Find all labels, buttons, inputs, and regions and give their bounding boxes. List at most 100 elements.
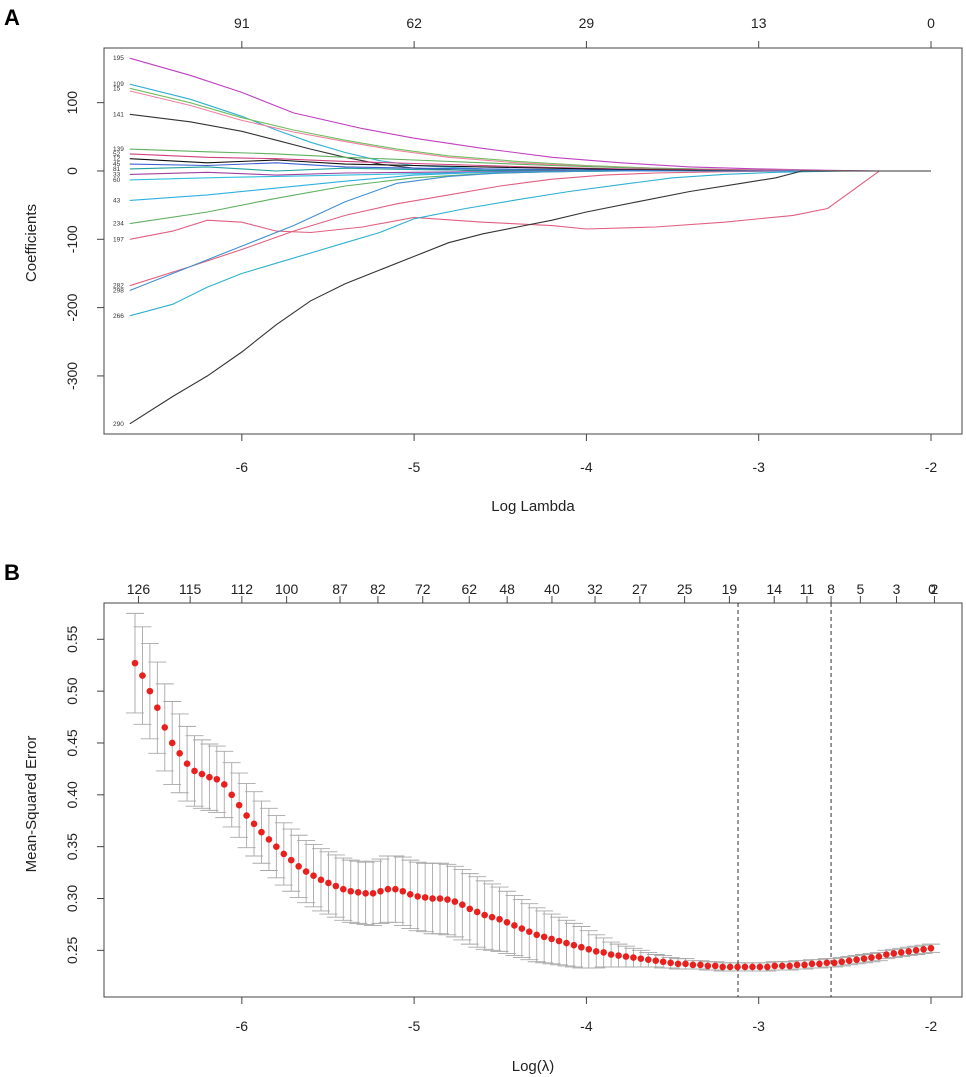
mse-points — [131, 659, 935, 971]
mse-point — [235, 801, 243, 809]
top-tick-label: 32 — [587, 581, 603, 597]
x-axis-a: -6 -5 -4 -3 -2 — [236, 434, 937, 475]
mse-point — [265, 836, 273, 843]
mse-point — [801, 961, 808, 969]
mse-point — [563, 939, 570, 947]
top-tick-label: 91 — [234, 15, 250, 31]
mse-point — [890, 950, 898, 957]
mse-point — [414, 893, 421, 900]
mse-point — [808, 960, 816, 968]
mse-point — [823, 959, 831, 967]
mse-point — [399, 887, 407, 895]
mse-point — [280, 850, 288, 858]
mse-point — [585, 946, 593, 953]
coef-path-290 — [129, 170, 931, 425]
mse-point — [548, 935, 555, 943]
panel-b-label: B — [4, 560, 20, 585]
mse-point — [704, 962, 712, 970]
y-axis-title-b: Mean-Squared Error — [23, 736, 40, 873]
variable-label: 195 — [113, 55, 124, 62]
top-tick-label: 19 — [722, 581, 738, 597]
mse-point — [503, 919, 511, 926]
y-tick-label: 0 — [64, 167, 80, 175]
mse-point — [570, 941, 578, 949]
top-tick-label: 72 — [415, 581, 431, 597]
mse-point — [228, 791, 236, 799]
top-tick-label: 3 — [893, 581, 901, 597]
y-axis-a: 100 0 -100 -200 -300 — [64, 91, 104, 390]
mse-point — [384, 885, 392, 893]
variable-label: 298 — [113, 288, 124, 295]
variable-label: 12 — [113, 156, 121, 163]
mse-point — [927, 944, 935, 952]
top-tick-label: 100 — [275, 581, 299, 597]
mse-point — [912, 947, 920, 954]
y-tick-label: 0.40 — [64, 781, 80, 808]
mse-point — [816, 960, 823, 968]
mse-point — [473, 908, 481, 916]
mse-point — [674, 960, 682, 968]
mse-point — [667, 959, 674, 967]
y-tick-label: -100 — [64, 225, 80, 253]
variable-label: 109 — [113, 81, 124, 88]
mse-point — [711, 962, 719, 970]
mse-point — [525, 928, 533, 935]
mse-point — [868, 954, 875, 961]
variable-label: 141 — [113, 111, 124, 118]
mse-point — [154, 704, 161, 712]
mse-point — [183, 760, 191, 768]
mse-point — [206, 773, 213, 781]
mse-point — [771, 962, 779, 970]
mse-point — [630, 954, 637, 961]
mse-point — [905, 948, 912, 955]
variable-label: 45 — [113, 161, 121, 168]
mse-point — [481, 911, 488, 919]
mse-point — [615, 952, 622, 959]
y-axis-b: 0.55 0.50 0.45 0.40 0.35 0.30 0.25 — [64, 625, 104, 964]
top-tick-label: 11 — [800, 581, 815, 597]
mse-point — [860, 955, 868, 962]
y-tick-label: -300 — [64, 362, 80, 390]
mse-point — [511, 922, 518, 929]
variable-label: 139 — [113, 146, 124, 153]
top-tick-label: 112 — [231, 581, 254, 597]
y-tick-label: 0.45 — [64, 729, 80, 756]
mse-point — [436, 895, 444, 902]
variable-label: 266 — [113, 313, 124, 320]
mse-point — [176, 750, 183, 757]
mse-point — [362, 890, 369, 897]
variable-label: 43 — [113, 197, 121, 204]
coef-path-197 — [129, 170, 931, 240]
x-axis-b: -6 -5 -4 -3 -2 — [236, 997, 937, 1034]
top-tick-label: 2 — [931, 581, 939, 597]
top-tick-label: 82 — [370, 581, 386, 597]
x-tick-label: -5 — [408, 459, 421, 475]
mse-point — [883, 951, 890, 958]
mse-point — [347, 887, 355, 895]
mse-point — [496, 915, 503, 923]
mse-point — [659, 958, 667, 966]
mse-point — [250, 820, 258, 828]
mse-point — [875, 953, 883, 960]
variable-label: 234 — [113, 221, 124, 228]
mse-point — [838, 958, 846, 966]
top-tick-label: 13 — [751, 15, 767, 31]
top-axis-label: 0 — [928, 581, 936, 597]
mse-point — [444, 896, 451, 903]
y-tick-label: 100 — [64, 91, 80, 115]
variable-label: 282 — [113, 283, 124, 290]
mse-point — [325, 879, 332, 887]
variable-label: 81 — [113, 166, 121, 173]
mse-point — [592, 948, 600, 955]
x-axis-title-b: Log(λ) — [512, 1058, 555, 1075]
y-tick-label: 0.50 — [64, 677, 80, 704]
mse-point — [830, 959, 838, 967]
mse-point — [518, 925, 526, 932]
variable-label: 290 — [113, 421, 124, 428]
mse-point — [734, 963, 741, 971]
variable-label: 33 — [113, 171, 121, 178]
y-tick-label: 0.35 — [64, 833, 80, 860]
mse-point — [920, 946, 927, 953]
top-tick-label: 40 — [544, 581, 560, 597]
mse-point — [369, 890, 377, 897]
